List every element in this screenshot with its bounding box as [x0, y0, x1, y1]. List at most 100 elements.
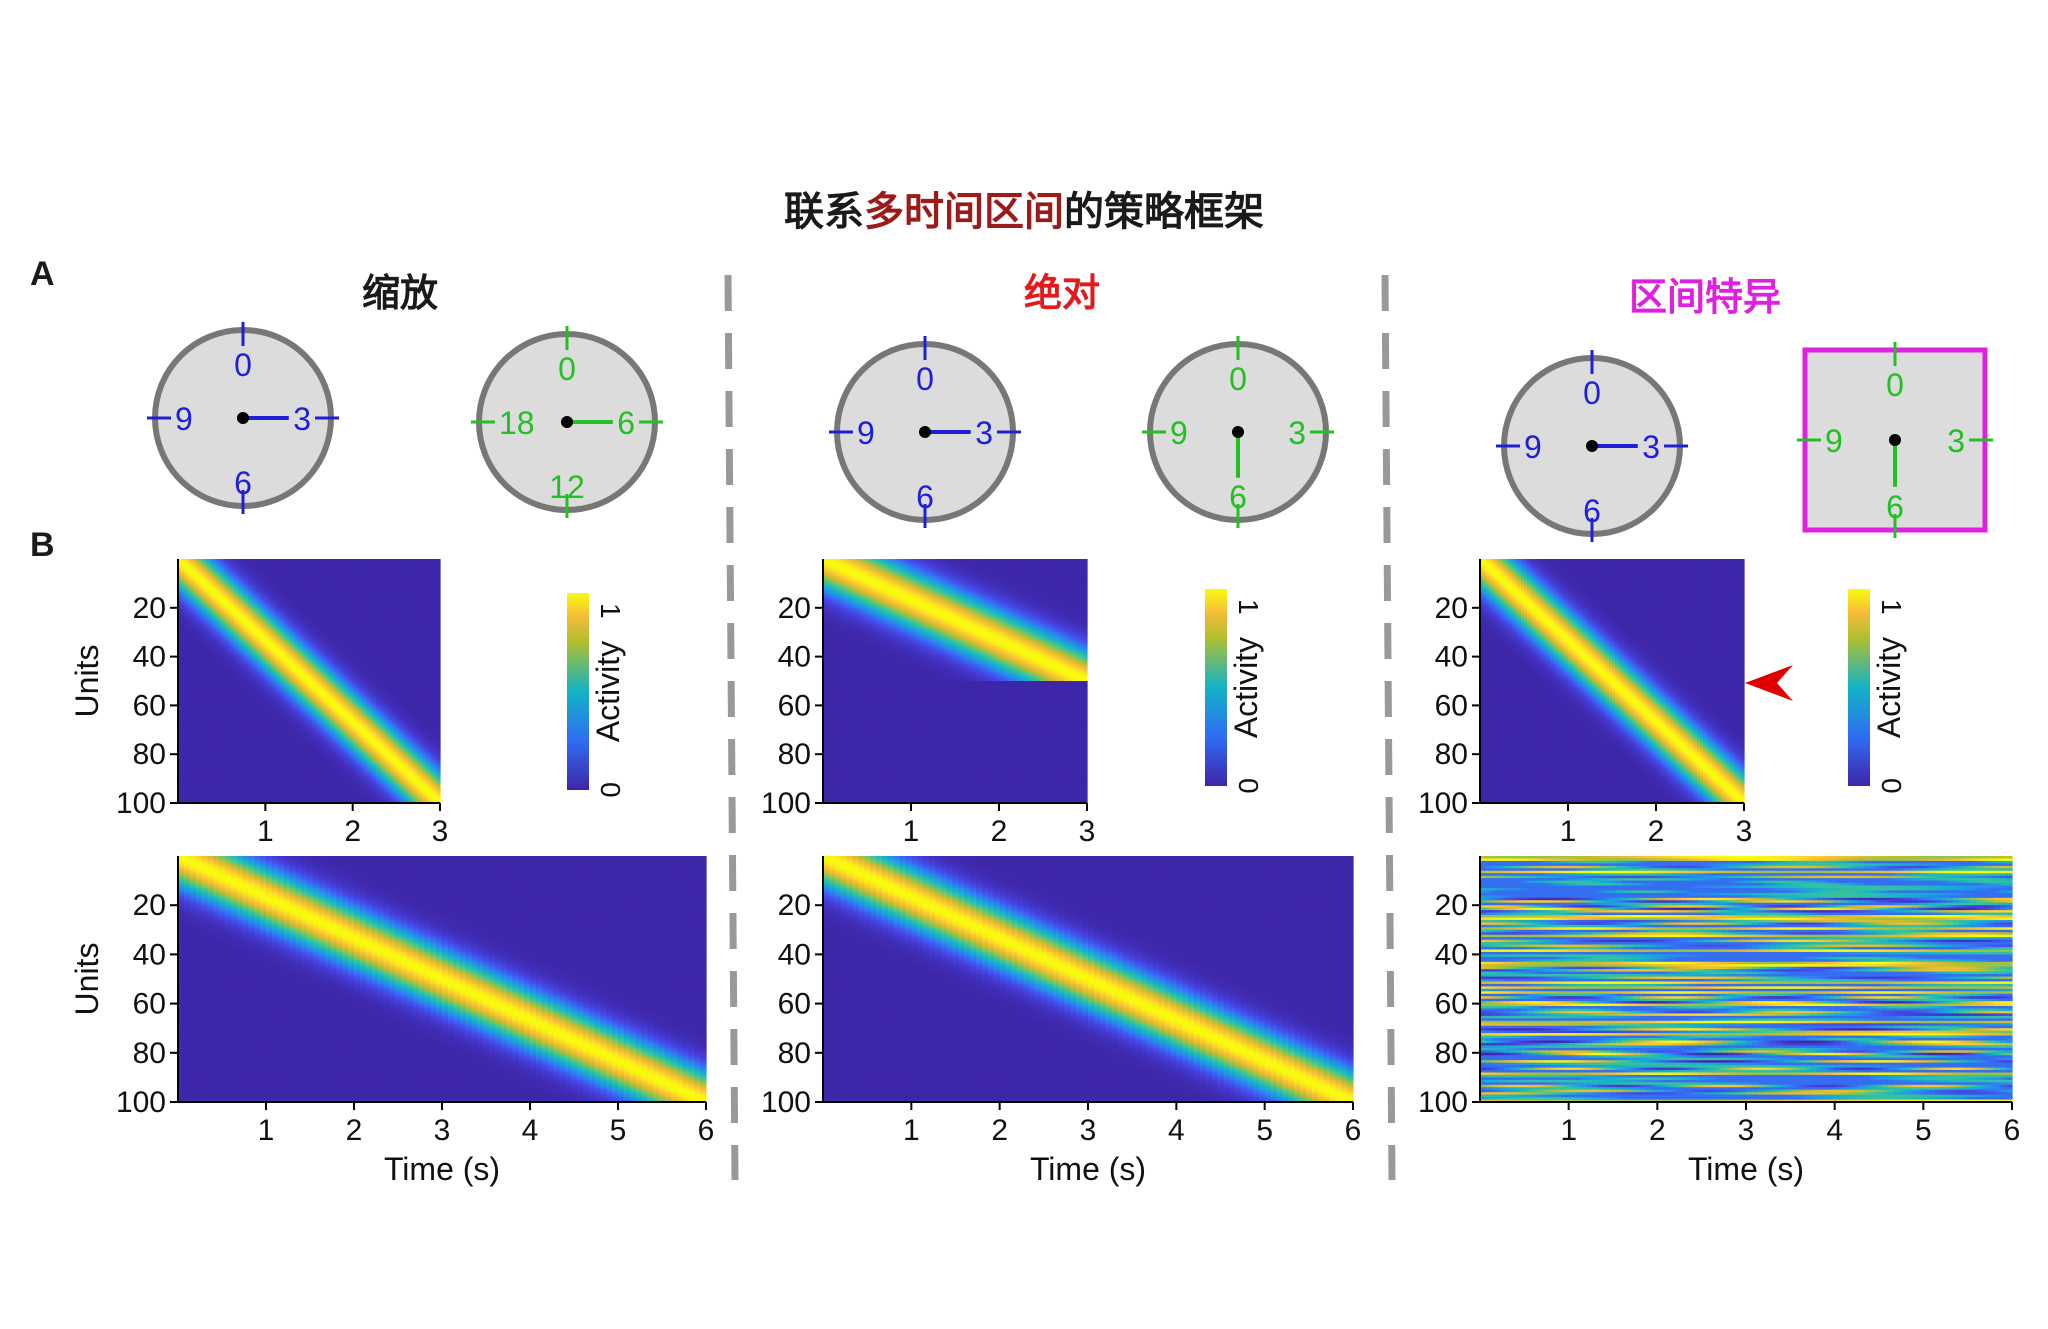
x-tick-label: 3	[1080, 1114, 1097, 1147]
clock-center	[1889, 434, 1901, 446]
x-tick-label: 1	[1560, 815, 1577, 848]
colorbar-min: 0	[1876, 778, 1907, 794]
clock-label: 3	[1947, 423, 1965, 459]
x-tick-label: 3	[1738, 1114, 1755, 1147]
clock-center	[237, 412, 249, 424]
y-tick-label: 40	[133, 938, 166, 971]
title-part-2: 多时间区间	[864, 189, 1064, 235]
colorbar-max: 1	[1233, 599, 1264, 615]
title-part-1: 联系	[784, 189, 864, 235]
y-tick-label: 80	[778, 738, 811, 771]
heatmap-absolute	[823, 856, 1354, 1103]
y-tick-label: 80	[133, 1037, 166, 1070]
x-tick-label: 3	[432, 815, 449, 848]
figure-title: 联系多时间区间的策略框架	[784, 189, 1264, 235]
x-tick-label: 5	[1256, 1114, 1273, 1147]
y-tick-label: 40	[1435, 938, 1468, 971]
clock-label: 9	[1524, 429, 1542, 465]
x-tick-label: 3	[1079, 815, 1096, 848]
divider-left	[728, 275, 735, 1180]
clock-label: 0	[1229, 361, 1247, 397]
x-tick-label: 6	[1345, 1114, 1362, 1147]
x-tick-label: 4	[522, 1114, 539, 1147]
x-tick-label: 2	[991, 815, 1008, 848]
clock-label: 6	[234, 465, 252, 501]
colorbar-min: 0	[595, 782, 626, 798]
y-tick-label: 60	[778, 689, 811, 722]
x-axis-label: Time (s)	[1688, 1151, 1804, 1187]
clock-label: 6	[1229, 479, 1247, 515]
x-tick-label: 5	[610, 1114, 627, 1147]
clock-label: 6	[916, 479, 934, 515]
x-tick-label: 4	[1826, 1114, 1843, 1147]
colorbar: 1 0 Activity	[1205, 589, 1264, 794]
clock-label: 0	[916, 361, 934, 397]
y-tick-label: 80	[1435, 738, 1468, 771]
colorbar-label: Activity	[1871, 637, 1907, 738]
clock-circle-blue-icon: 0 3 6 9	[147, 322, 339, 514]
clock-center	[919, 426, 931, 438]
y-tick-label: 60	[133, 988, 166, 1021]
y-axis-label: Units	[69, 645, 105, 718]
x-tick-label: 2	[1649, 1114, 1666, 1147]
red-arrowhead-icon	[1745, 665, 1793, 701]
x-tick-label: 1	[903, 1114, 920, 1147]
panel-label-a: A	[30, 255, 55, 293]
colorbar-label: Activity	[590, 641, 626, 742]
x-tick-label: 4	[1168, 1114, 1185, 1147]
y-tick-label: 60	[1435, 689, 1468, 722]
colorbar: 1 0 Activity	[1848, 589, 1907, 794]
y-tick-label: 60	[1435, 988, 1468, 1021]
y-tick-label: 100	[1418, 1086, 1468, 1119]
clock-label: 18	[499, 405, 535, 441]
clock-label: 3	[293, 401, 311, 437]
colorbar-min: 0	[1233, 778, 1264, 794]
clock-label: 0	[1583, 375, 1601, 411]
y-tick-label: 80	[778, 1037, 811, 1070]
x-tick-label: 2	[344, 815, 361, 848]
y-tick-label: 60	[133, 689, 166, 722]
clock-label: 6	[617, 405, 635, 441]
clock-label: 3	[1288, 415, 1306, 451]
x-tick-label: 6	[698, 1114, 715, 1147]
clock-center	[1232, 426, 1244, 438]
x-tick-label: 3	[434, 1114, 451, 1147]
y-tick-label: 20	[1435, 592, 1468, 625]
y-tick-label: 20	[133, 889, 166, 922]
y-tick-label: 100	[116, 1086, 166, 1119]
heatmap-scaled	[1480, 559, 1745, 804]
y-tick-label: 40	[778, 641, 811, 674]
colorbar-max: 1	[1876, 599, 1907, 615]
strategy-name-scaling: 缩放	[362, 271, 438, 315]
x-axis-label: Time (s)	[384, 1151, 500, 1187]
panel-label-b: B	[30, 526, 55, 564]
clock-label: 6	[1886, 489, 1904, 525]
x-tick-label: 5	[1915, 1114, 1932, 1147]
y-tick-label: 60	[778, 988, 811, 1021]
divider-right	[1385, 275, 1392, 1180]
y-tick-label: 20	[778, 592, 811, 625]
clock-label: 0	[1886, 367, 1904, 403]
y-axis-label: Units	[69, 943, 105, 1016]
y-tick-label: 100	[761, 787, 811, 820]
x-axis-label: Time (s)	[1030, 1151, 1146, 1187]
colorbar-label: Activity	[1228, 637, 1264, 738]
clock-label: 0	[234, 347, 252, 383]
y-tick-label: 100	[1418, 787, 1468, 820]
x-tick-label: 1	[903, 815, 920, 848]
heatmap-scaled	[178, 856, 707, 1103]
strategy-name-specific: 区间特异	[1629, 275, 1781, 319]
heatmap-absolute	[823, 559, 1088, 804]
title-part-3: 的策略框架	[1064, 189, 1264, 235]
x-tick-label: 2	[346, 1114, 363, 1147]
colorbar-max: 1	[595, 603, 626, 619]
heatmap-random	[1480, 856, 2013, 1103]
clock-label: 9	[175, 401, 193, 437]
